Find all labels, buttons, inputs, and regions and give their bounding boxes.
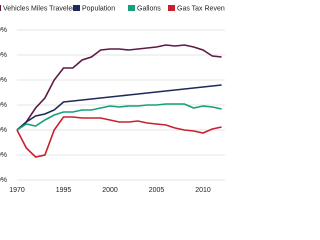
series-line — [16, 116, 222, 158]
series-line — [16, 84, 222, 131]
y-tick-label: 250% — [0, 52, 7, 59]
legend-swatch — [73, 5, 80, 11]
legend-swatch — [0, 5, 1, 11]
legend-label: Population — [82, 5, 115, 12]
x-tick-label: 2010 — [195, 187, 211, 194]
y-tick-label: 200% — [0, 77, 7, 84]
x-tick-label: 1970 — [9, 187, 25, 194]
y-tick-label: 150% — [0, 102, 7, 109]
y-tick-label: 50% — [0, 152, 7, 159]
series-line — [16, 44, 222, 131]
legend-swatch — [128, 5, 135, 11]
legend-label: Gas Tax Revenues (20 — [177, 5, 225, 12]
series-line — [16, 103, 222, 131]
x-tick-label: 1995 — [56, 187, 72, 194]
x-tick-label: 2005 — [149, 187, 165, 194]
legend-label: Vehicles Miles Traveled — [3, 5, 76, 12]
legend-label: Gallons — [137, 5, 161, 12]
y-tick-label: 100% — [0, 127, 7, 134]
legend-swatch — [168, 5, 175, 11]
chart: 0% 50% 100% 150% 200% 250% 300% 1970 1995 2000 200… — [0, 5, 225, 194]
x-tick-label: 2000 — [102, 187, 118, 194]
y-tick-label: 300% — [0, 27, 7, 34]
y-tick-label: 0% — [0, 177, 7, 184]
